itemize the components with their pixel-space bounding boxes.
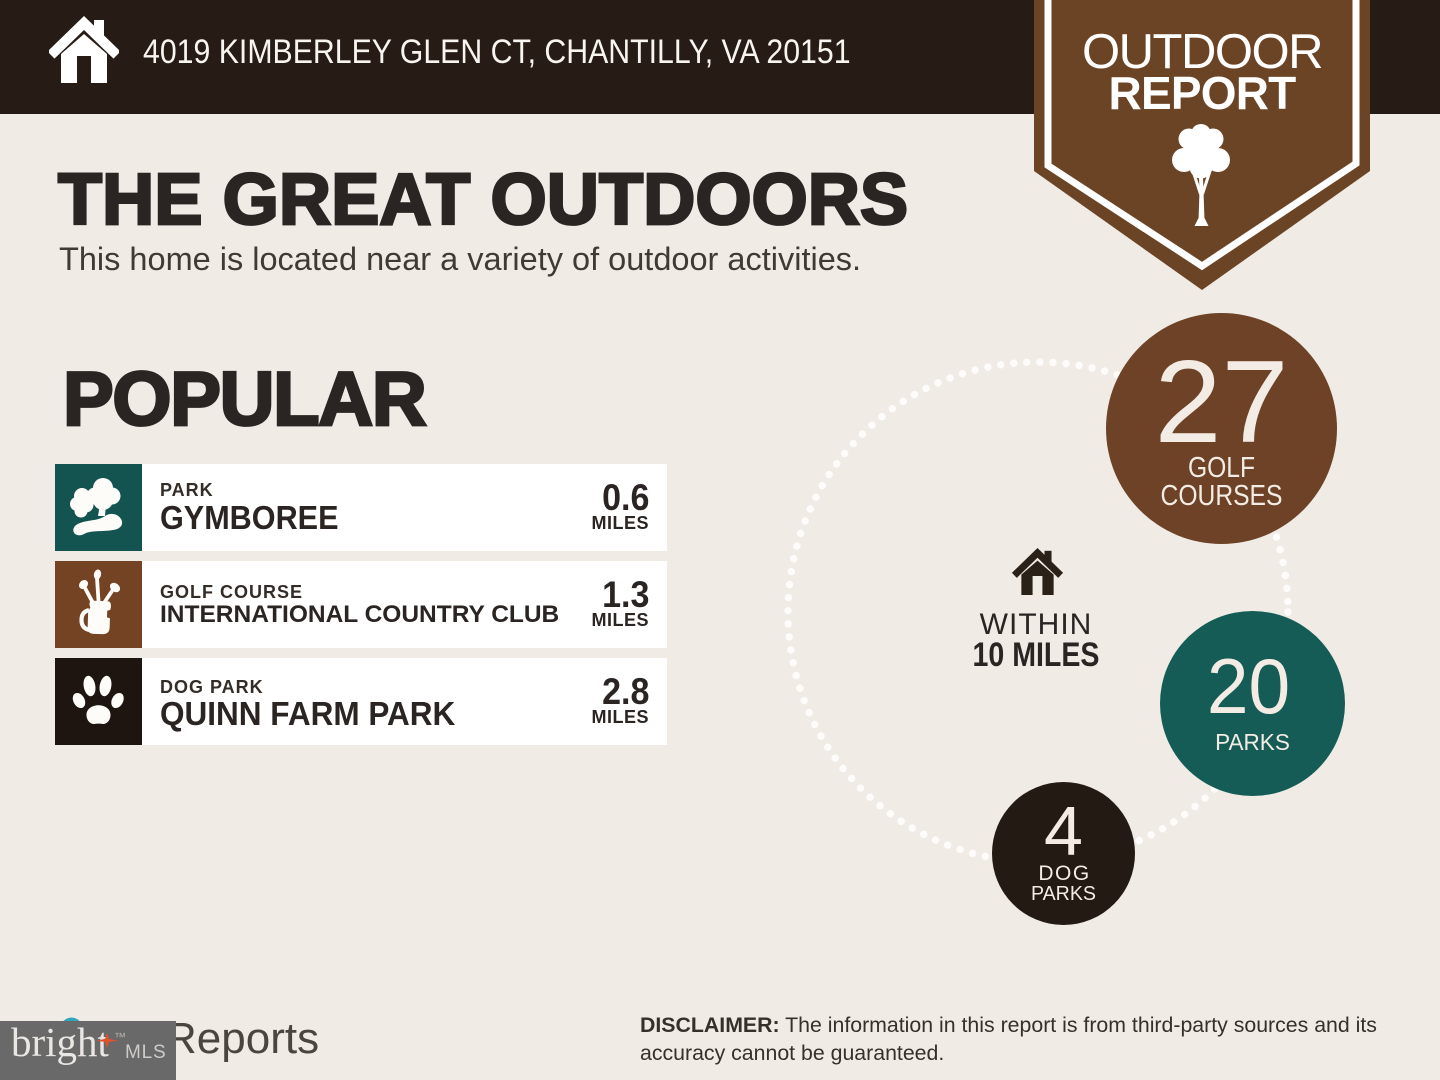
- svg-text:REPORT: REPORT: [1109, 67, 1297, 119]
- svg-text:OUTDOOR: OUTDOOR: [1082, 25, 1322, 79]
